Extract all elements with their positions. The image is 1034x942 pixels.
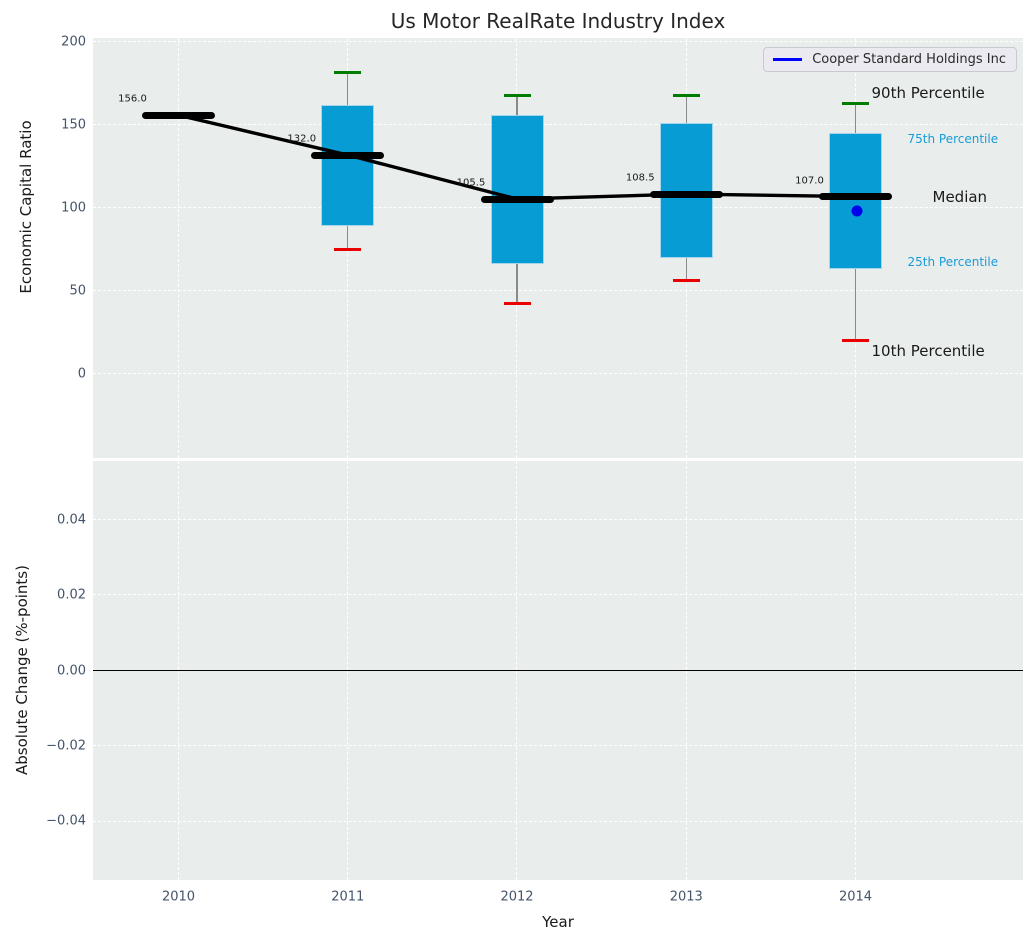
y-tick-label: 50 (69, 283, 86, 299)
median-value-label: 107.0 (795, 175, 824, 187)
median-value-label: 108.5 (625, 172, 655, 184)
p10-cap (334, 248, 362, 252)
p90-cap (503, 93, 531, 97)
gridline-horizontal (93, 373, 1023, 375)
gridline-horizontal (93, 820, 1023, 822)
x-tick-label: 2012 (500, 889, 534, 905)
median-value-label: 132.0 (287, 133, 317, 145)
gridline-horizontal (93, 207, 1023, 209)
gridline-horizontal (93, 290, 1023, 292)
percentile-label-p90: 90th Percentile (871, 83, 985, 102)
iqr-box (490, 115, 544, 264)
y-tick-label: −0.04 (46, 813, 86, 829)
p90-cap (334, 70, 362, 74)
x-tick-label: 2014 (838, 889, 873, 905)
top-panel: 156.0 132.0 105.5 108.5 107.0 90th Percentile… (93, 38, 1023, 458)
y-tick-label: −0.02 (46, 738, 86, 754)
median-segment (819, 193, 892, 201)
y-tick-label: 0 (77, 366, 86, 382)
y-tick-label: 0.02 (57, 587, 86, 603)
median-value-label: 105.5 (456, 177, 486, 189)
gridline-horizontal (93, 518, 1023, 520)
iqr-box (829, 132, 882, 269)
legend-line-swatch (773, 58, 803, 61)
p10-cap (672, 278, 700, 282)
gridline-horizontal (93, 594, 1023, 596)
legend-label: Cooper Standard Holdings Inc (812, 52, 1006, 67)
y-tick-label: 0.00 (57, 663, 86, 678)
x-tick-label: 2011 (331, 889, 365, 905)
bottom-panel (93, 461, 1023, 880)
median-value-label: 156.0 (118, 93, 147, 105)
gridline-horizontal (93, 124, 1023, 126)
x-tick-label: 2010 (161, 889, 196, 905)
percentile-label-p25: 25th Percentile (907, 254, 999, 269)
percentile-label-p10: 10th Percentile (871, 342, 985, 361)
y-tick-label: 150 (61, 117, 86, 133)
zero-reference-line (93, 669, 1023, 672)
percentile-label-p75: 75th Percentile (907, 131, 999, 146)
gridline-horizontal (93, 41, 1023, 43)
gridline-horizontal (93, 745, 1023, 747)
x-axis-label: Year (542, 913, 574, 931)
y-tick-label: 0.04 (57, 512, 86, 527)
p90-cap (672, 93, 700, 97)
y-tick-label: 100 (61, 200, 86, 216)
gridline-vertical (177, 38, 179, 458)
median-segment (480, 195, 554, 203)
p10-cap (842, 338, 869, 342)
iqr-box (321, 105, 375, 227)
median-segment (649, 190, 723, 198)
company-data-point (851, 205, 863, 217)
p10-cap (503, 302, 531, 306)
x-tick-label: 2013 (669, 889, 703, 905)
chart-title: Us Motor RealRate Industry Index (390, 9, 726, 33)
legend: Cooper Standard Holdings Inc (763, 47, 1017, 72)
median-segment (142, 111, 215, 119)
y-tick-label: 200 (61, 34, 86, 50)
p90-cap (842, 102, 869, 106)
median-segment (311, 151, 385, 159)
percentile-label-median: Median (932, 187, 988, 206)
